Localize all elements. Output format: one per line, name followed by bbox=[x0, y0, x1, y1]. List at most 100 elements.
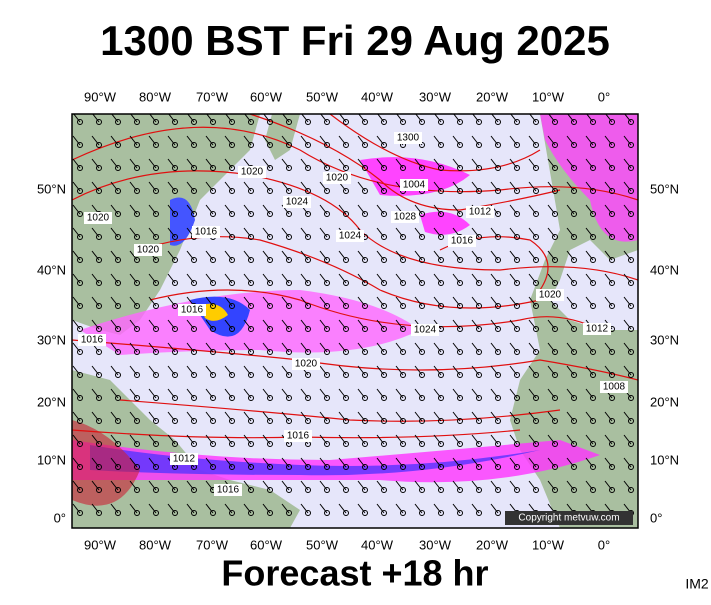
barb-station bbox=[96, 372, 102, 378]
barb-station bbox=[552, 464, 558, 470]
barb-station bbox=[191, 441, 197, 447]
barb-station bbox=[419, 510, 425, 516]
barb-staff bbox=[319, 296, 328, 307]
barb-station bbox=[286, 303, 292, 309]
isobar-label: 1300 bbox=[397, 133, 420, 144]
barb-staff bbox=[205, 250, 214, 261]
barb-station bbox=[305, 188, 311, 194]
barb-staff bbox=[262, 388, 271, 399]
barb-staff bbox=[566, 365, 575, 376]
barb-station bbox=[419, 211, 425, 217]
barb-station bbox=[362, 326, 368, 332]
lat-label-left: 30°N bbox=[37, 332, 66, 347]
barb-station bbox=[96, 303, 102, 309]
barb-staff bbox=[604, 480, 613, 491]
barb-station bbox=[229, 188, 235, 194]
barb-station bbox=[172, 510, 178, 516]
barb-station bbox=[362, 349, 368, 355]
barb-station bbox=[134, 165, 140, 171]
barb-station bbox=[533, 395, 539, 401]
barb-station bbox=[609, 441, 615, 447]
barb-staff bbox=[167, 342, 176, 353]
barb-staff bbox=[167, 365, 176, 376]
barb-staff bbox=[205, 365, 214, 376]
barb-station bbox=[210, 395, 216, 401]
barb-staff bbox=[395, 411, 404, 422]
barb-staff bbox=[148, 135, 157, 146]
barb-staff bbox=[452, 457, 461, 468]
barb-station bbox=[457, 372, 463, 378]
barb-station bbox=[305, 303, 311, 309]
barb-staff bbox=[471, 296, 480, 307]
barb-staff bbox=[414, 503, 423, 514]
barb-station bbox=[419, 441, 425, 447]
barb-station bbox=[609, 165, 615, 171]
barb-station bbox=[590, 395, 596, 401]
barb-staff bbox=[167, 319, 176, 330]
barb-staff bbox=[376, 365, 385, 376]
barb-staff bbox=[395, 273, 404, 284]
barb-station bbox=[476, 257, 482, 263]
barb-station bbox=[590, 142, 596, 148]
barb-staff bbox=[528, 434, 537, 445]
barb-staff bbox=[300, 273, 309, 284]
barb-staff bbox=[509, 273, 518, 284]
barb-station bbox=[609, 257, 615, 263]
barb-staff bbox=[129, 365, 138, 376]
barb-station bbox=[305, 510, 311, 516]
barb-staff bbox=[167, 250, 176, 261]
barb-station bbox=[514, 165, 520, 171]
barb-staff bbox=[585, 480, 594, 491]
barb-station bbox=[229, 119, 235, 125]
barb-staff bbox=[376, 250, 385, 261]
lon-label-bottom: 40°W bbox=[361, 537, 394, 552]
barb-station bbox=[400, 372, 406, 378]
barb-station bbox=[286, 510, 292, 516]
barb-station bbox=[495, 211, 501, 217]
barb-staff bbox=[452, 204, 461, 215]
image-code: IM2 bbox=[685, 576, 709, 592]
barb-staff bbox=[376, 296, 385, 307]
barb-station bbox=[210, 303, 216, 309]
barb-staff bbox=[509, 342, 518, 353]
barb-staff bbox=[262, 411, 271, 422]
barb-station bbox=[191, 142, 197, 148]
barb-station bbox=[571, 119, 577, 125]
barb-staff bbox=[490, 503, 499, 514]
barb-staff bbox=[490, 227, 499, 238]
barb-staff bbox=[376, 227, 385, 238]
barb-staff bbox=[528, 319, 537, 330]
barb-station bbox=[438, 510, 444, 516]
barb-staff bbox=[224, 273, 233, 284]
barb-staff bbox=[566, 480, 575, 491]
barb-staff bbox=[224, 365, 233, 376]
barb-staff bbox=[186, 181, 195, 192]
barb-station bbox=[343, 303, 349, 309]
barb-station bbox=[305, 119, 311, 125]
barb-station bbox=[495, 510, 501, 516]
barb-station bbox=[172, 441, 178, 447]
isobar-label-box bbox=[411, 324, 439, 336]
barb-station bbox=[96, 188, 102, 194]
barb-station bbox=[590, 119, 596, 125]
barb-station bbox=[609, 349, 615, 355]
isobar-label-box bbox=[292, 358, 320, 370]
barb-station bbox=[628, 441, 634, 447]
barb-staff bbox=[129, 296, 138, 307]
barb-station bbox=[77, 464, 83, 470]
barb-station bbox=[324, 165, 330, 171]
barb-station bbox=[77, 349, 83, 355]
barb-station bbox=[343, 395, 349, 401]
barb-station bbox=[590, 418, 596, 424]
barb-staff bbox=[262, 296, 271, 307]
barb-station bbox=[362, 395, 368, 401]
barb-station bbox=[324, 211, 330, 217]
barb-station bbox=[533, 303, 539, 309]
barb-station bbox=[438, 349, 444, 355]
barb-station bbox=[419, 165, 425, 171]
barb-station bbox=[267, 441, 273, 447]
barb-staff bbox=[471, 158, 480, 169]
barb-staff bbox=[243, 342, 252, 353]
barb-station bbox=[77, 234, 83, 240]
barb-station bbox=[248, 395, 254, 401]
